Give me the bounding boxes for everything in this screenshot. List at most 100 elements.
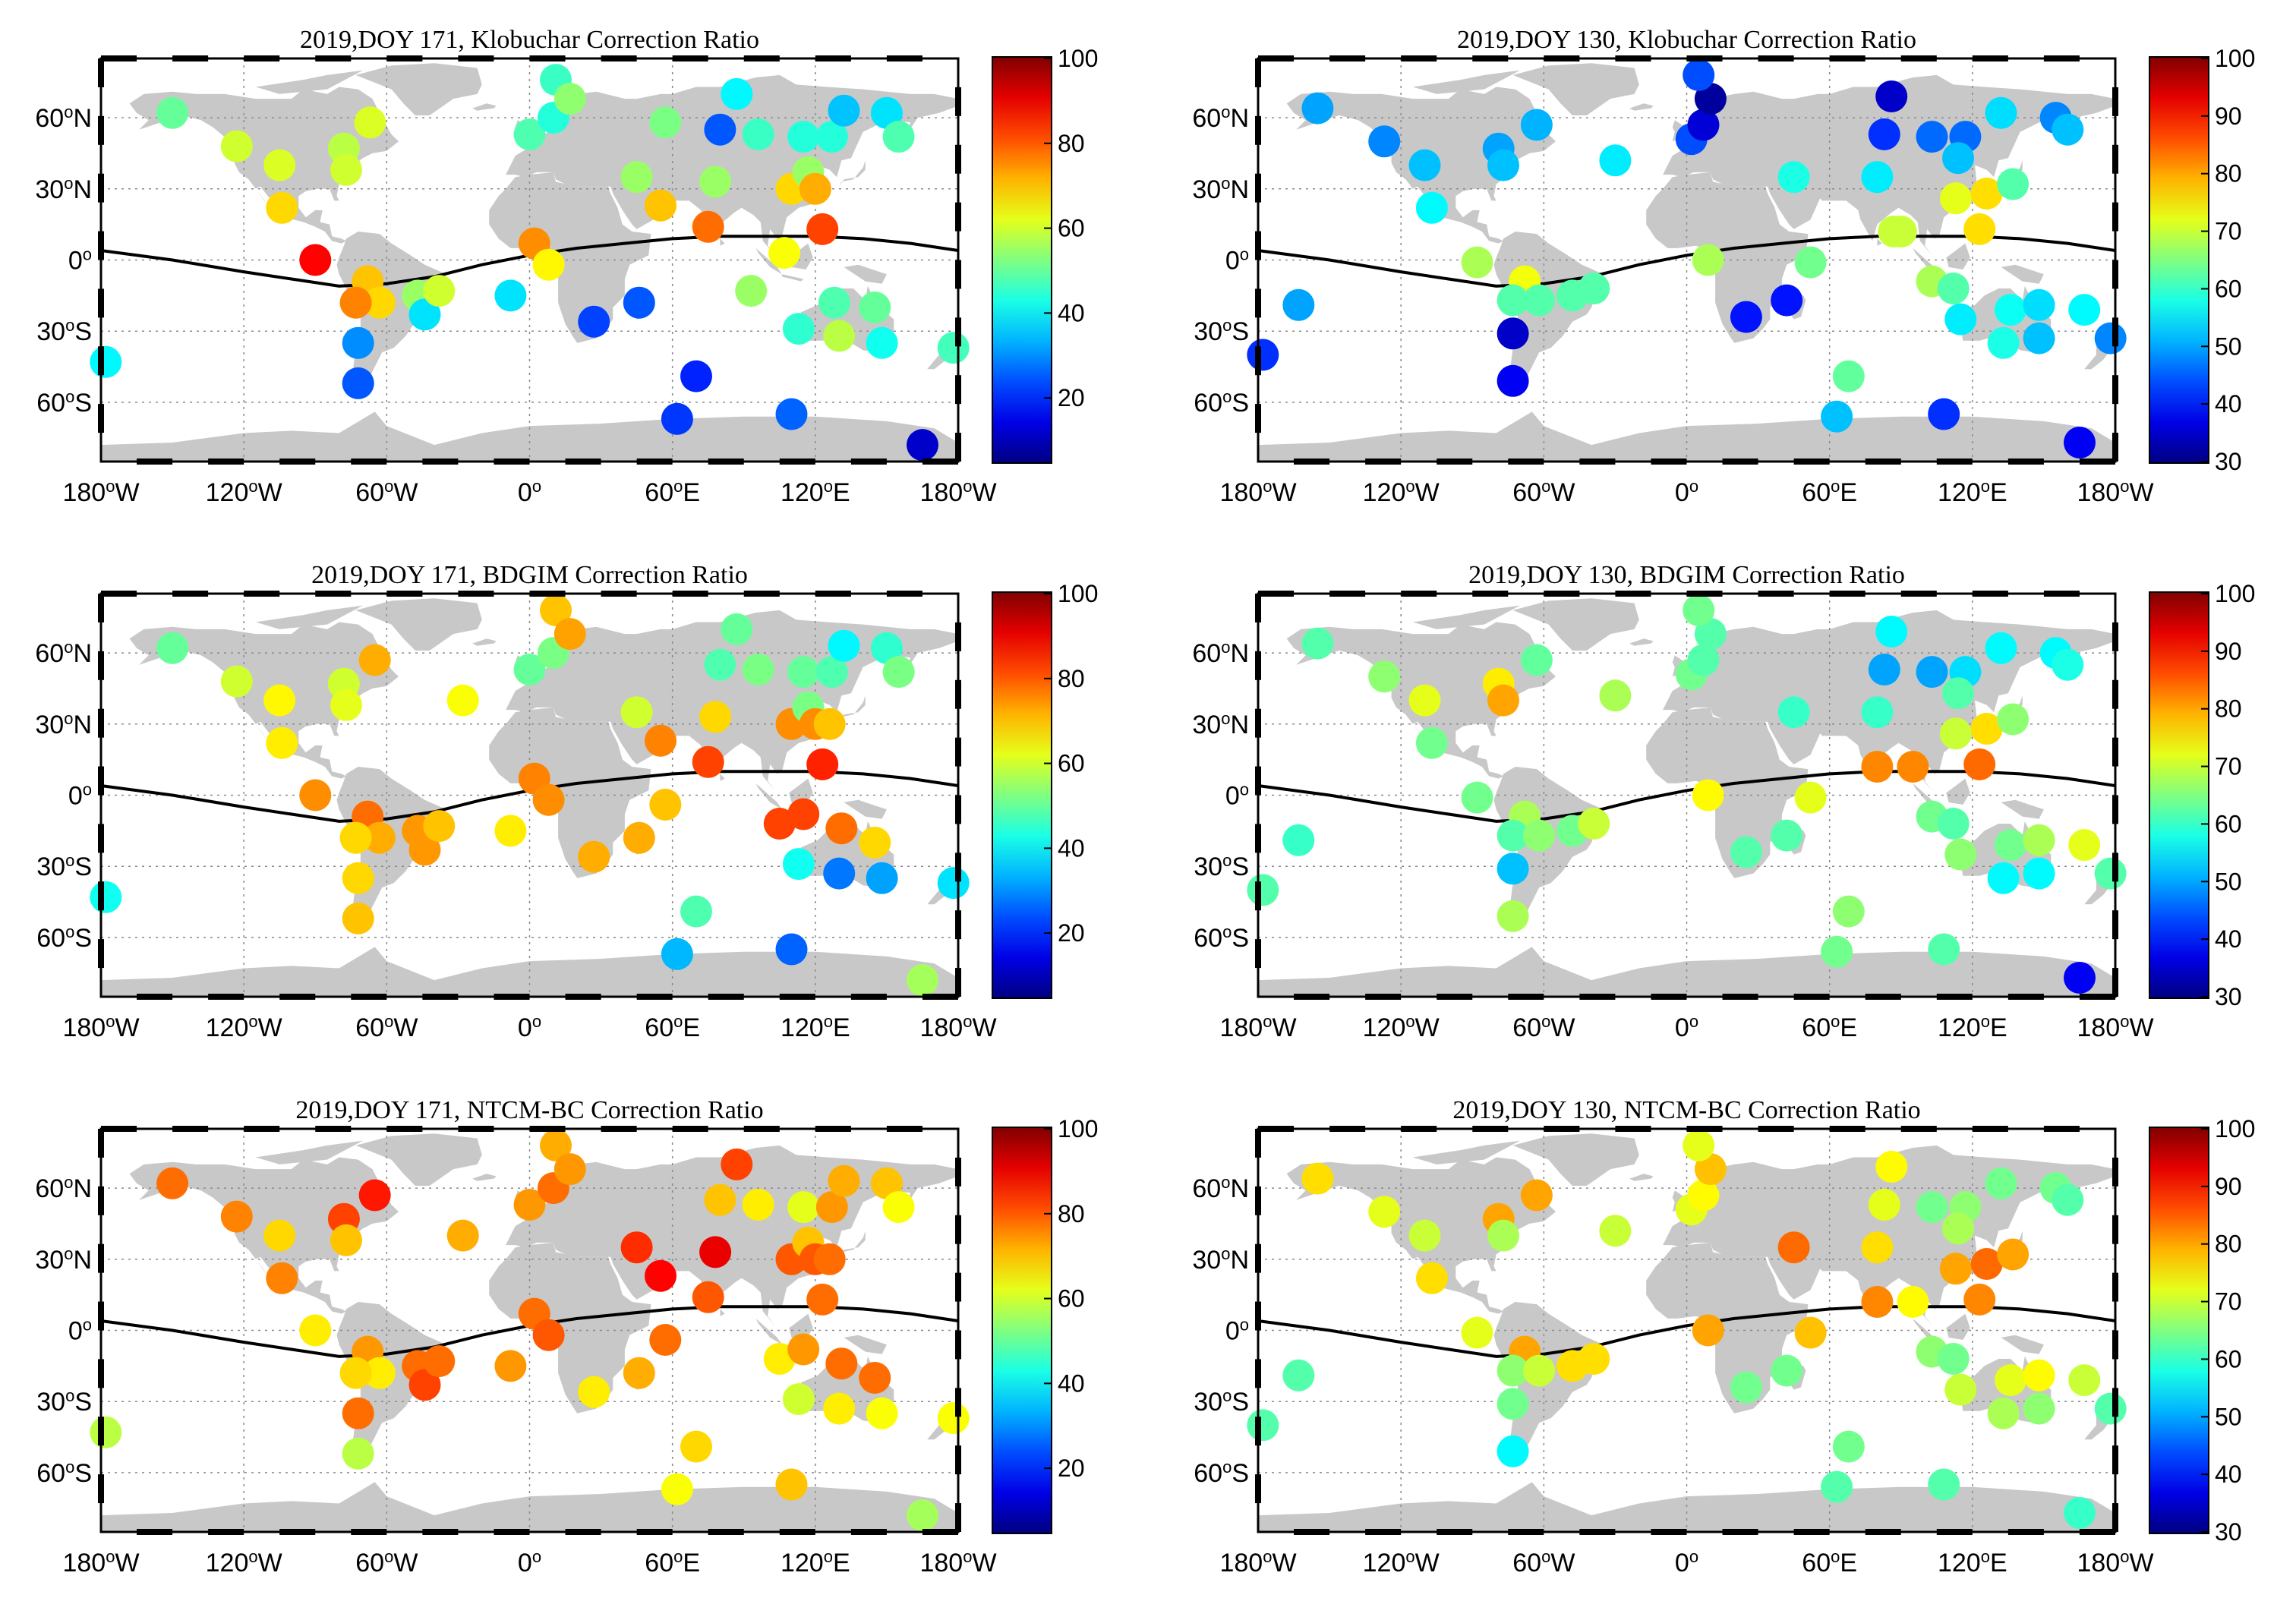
station-marker bbox=[742, 654, 774, 685]
colorbar-gradient bbox=[2149, 591, 2209, 999]
station-marker bbox=[623, 821, 655, 854]
station-marker bbox=[828, 1165, 860, 1197]
station-marker bbox=[1578, 1343, 1610, 1375]
station-marker bbox=[1282, 824, 1315, 856]
station-marker bbox=[342, 862, 374, 894]
frame-stripe bbox=[1722, 1529, 1758, 1535]
colorbar-tick-label: 40 bbox=[1058, 1369, 1085, 1397]
colorbar: 20 40 60 80 100 bbox=[992, 45, 1098, 464]
frame-stripe bbox=[2112, 317, 2118, 347]
station-marker bbox=[1861, 161, 1894, 194]
frame-stripe bbox=[98, 58, 104, 87]
panel-ntcmbc-doy130: 2019,DOY 130, NTCM-BC Correction Ratio 18… bbox=[1157, 1070, 2296, 1594]
frame-stripe bbox=[708, 459, 744, 465]
frame-stripe bbox=[244, 55, 280, 61]
frame-stripe bbox=[815, 591, 851, 597]
frame-stripe bbox=[315, 1126, 352, 1132]
frame-stripe bbox=[636, 994, 673, 1000]
station-marker bbox=[2094, 322, 2127, 355]
station-marker bbox=[1916, 656, 1948, 689]
frame-stripe bbox=[743, 1126, 780, 1132]
station-marker bbox=[1523, 1354, 1556, 1387]
station-marker bbox=[513, 654, 546, 685]
station-marker bbox=[408, 298, 441, 331]
frame-stripe bbox=[955, 853, 961, 882]
frame-stripe bbox=[458, 591, 494, 597]
station-marker bbox=[330, 153, 362, 186]
colorbar-gradient bbox=[992, 591, 1052, 999]
frame-stripe bbox=[529, 1126, 566, 1132]
frame-stripe bbox=[1579, 994, 1616, 1000]
frame-stripe bbox=[1615, 1126, 1651, 1132]
frame-stripe bbox=[2112, 679, 2118, 709]
frame-stripe bbox=[1365, 994, 1402, 1000]
frame-stripe bbox=[1936, 994, 1973, 1000]
colorbar: 30 40 50 60 70 80 90 100 bbox=[2149, 45, 2255, 475]
station-marker bbox=[342, 1437, 374, 1470]
station-marker bbox=[540, 594, 572, 626]
frame-stripe bbox=[708, 1529, 744, 1535]
station-marker bbox=[1861, 696, 1894, 729]
frame-stripe bbox=[244, 1126, 280, 1132]
frame-stripe bbox=[886, 55, 922, 61]
station-marker bbox=[815, 121, 848, 153]
land-mass bbox=[1258, 411, 2115, 462]
station-marker bbox=[263, 1219, 296, 1252]
station-marker bbox=[156, 1167, 189, 1199]
station-marker bbox=[813, 708, 846, 740]
station-marker bbox=[354, 106, 386, 139]
colorbar-tick-label: 60 bbox=[1058, 750, 1085, 777]
frame-stripe bbox=[672, 55, 708, 61]
frame-stripe bbox=[458, 1126, 494, 1132]
land-mass bbox=[1512, 63, 1639, 115]
frame-stripe bbox=[1437, 994, 1473, 1000]
station-marker bbox=[1985, 96, 2017, 129]
colorbar-tick-label: 70 bbox=[2215, 1288, 2242, 1316]
frame-stripe bbox=[1255, 881, 1261, 911]
station-marker bbox=[799, 172, 831, 205]
station-marker bbox=[1997, 168, 2030, 200]
frame-stripe bbox=[955, 1272, 961, 1302]
station-marker bbox=[623, 1357, 655, 1389]
station-marker bbox=[1730, 1371, 1762, 1404]
x-tick-label: 60oW bbox=[1512, 477, 1575, 507]
map-frame bbox=[1255, 1126, 2118, 1535]
station-marker bbox=[1692, 779, 1724, 812]
land-mass bbox=[489, 1242, 651, 1413]
station-marker bbox=[363, 1357, 396, 1389]
colorbar-tick-label: 70 bbox=[2215, 753, 2242, 780]
frame-stripe bbox=[172, 1126, 209, 1132]
y-tick-label: 0o bbox=[1225, 245, 1249, 276]
station-marker bbox=[220, 130, 253, 162]
station-marker bbox=[532, 783, 565, 816]
x-tick-label: 60oW bbox=[355, 1547, 418, 1577]
station-marker bbox=[1939, 182, 1972, 215]
x-tick-label: 180oW bbox=[2077, 477, 2153, 507]
station-marker bbox=[1578, 273, 1610, 304]
frame-stripe bbox=[208, 1529, 244, 1535]
frame-stripe bbox=[172, 591, 209, 597]
frame-stripe bbox=[955, 622, 961, 651]
x-tick-label: 120oE bbox=[1938, 1547, 2007, 1577]
station-marker bbox=[1832, 895, 1865, 928]
station-marker bbox=[1687, 1179, 1720, 1212]
station-marker bbox=[787, 798, 820, 830]
station-marker bbox=[339, 821, 372, 854]
x-tick-label: 180oW bbox=[1219, 1547, 1296, 1577]
frame-stripe bbox=[1255, 824, 1261, 853]
colorbar: 30 40 50 60 70 80 90 100 bbox=[2149, 580, 2255, 1010]
colorbar-tick-label: 100 bbox=[1058, 45, 1098, 72]
frame-stripe bbox=[351, 994, 387, 1000]
frame-stripe bbox=[1758, 1126, 1794, 1132]
station-marker bbox=[494, 1350, 527, 1382]
station-marker bbox=[2094, 857, 2127, 890]
station-marker bbox=[1496, 819, 1529, 852]
land-mass bbox=[101, 411, 958, 462]
land-mass bbox=[755, 247, 782, 275]
station-marker bbox=[782, 848, 815, 881]
land-mass bbox=[720, 774, 725, 781]
x-tick-label: 60oE bbox=[1802, 477, 1857, 507]
station-marker bbox=[866, 1397, 898, 1429]
station-marker bbox=[645, 1259, 676, 1292]
y-tick-label: 30oN bbox=[35, 709, 92, 739]
